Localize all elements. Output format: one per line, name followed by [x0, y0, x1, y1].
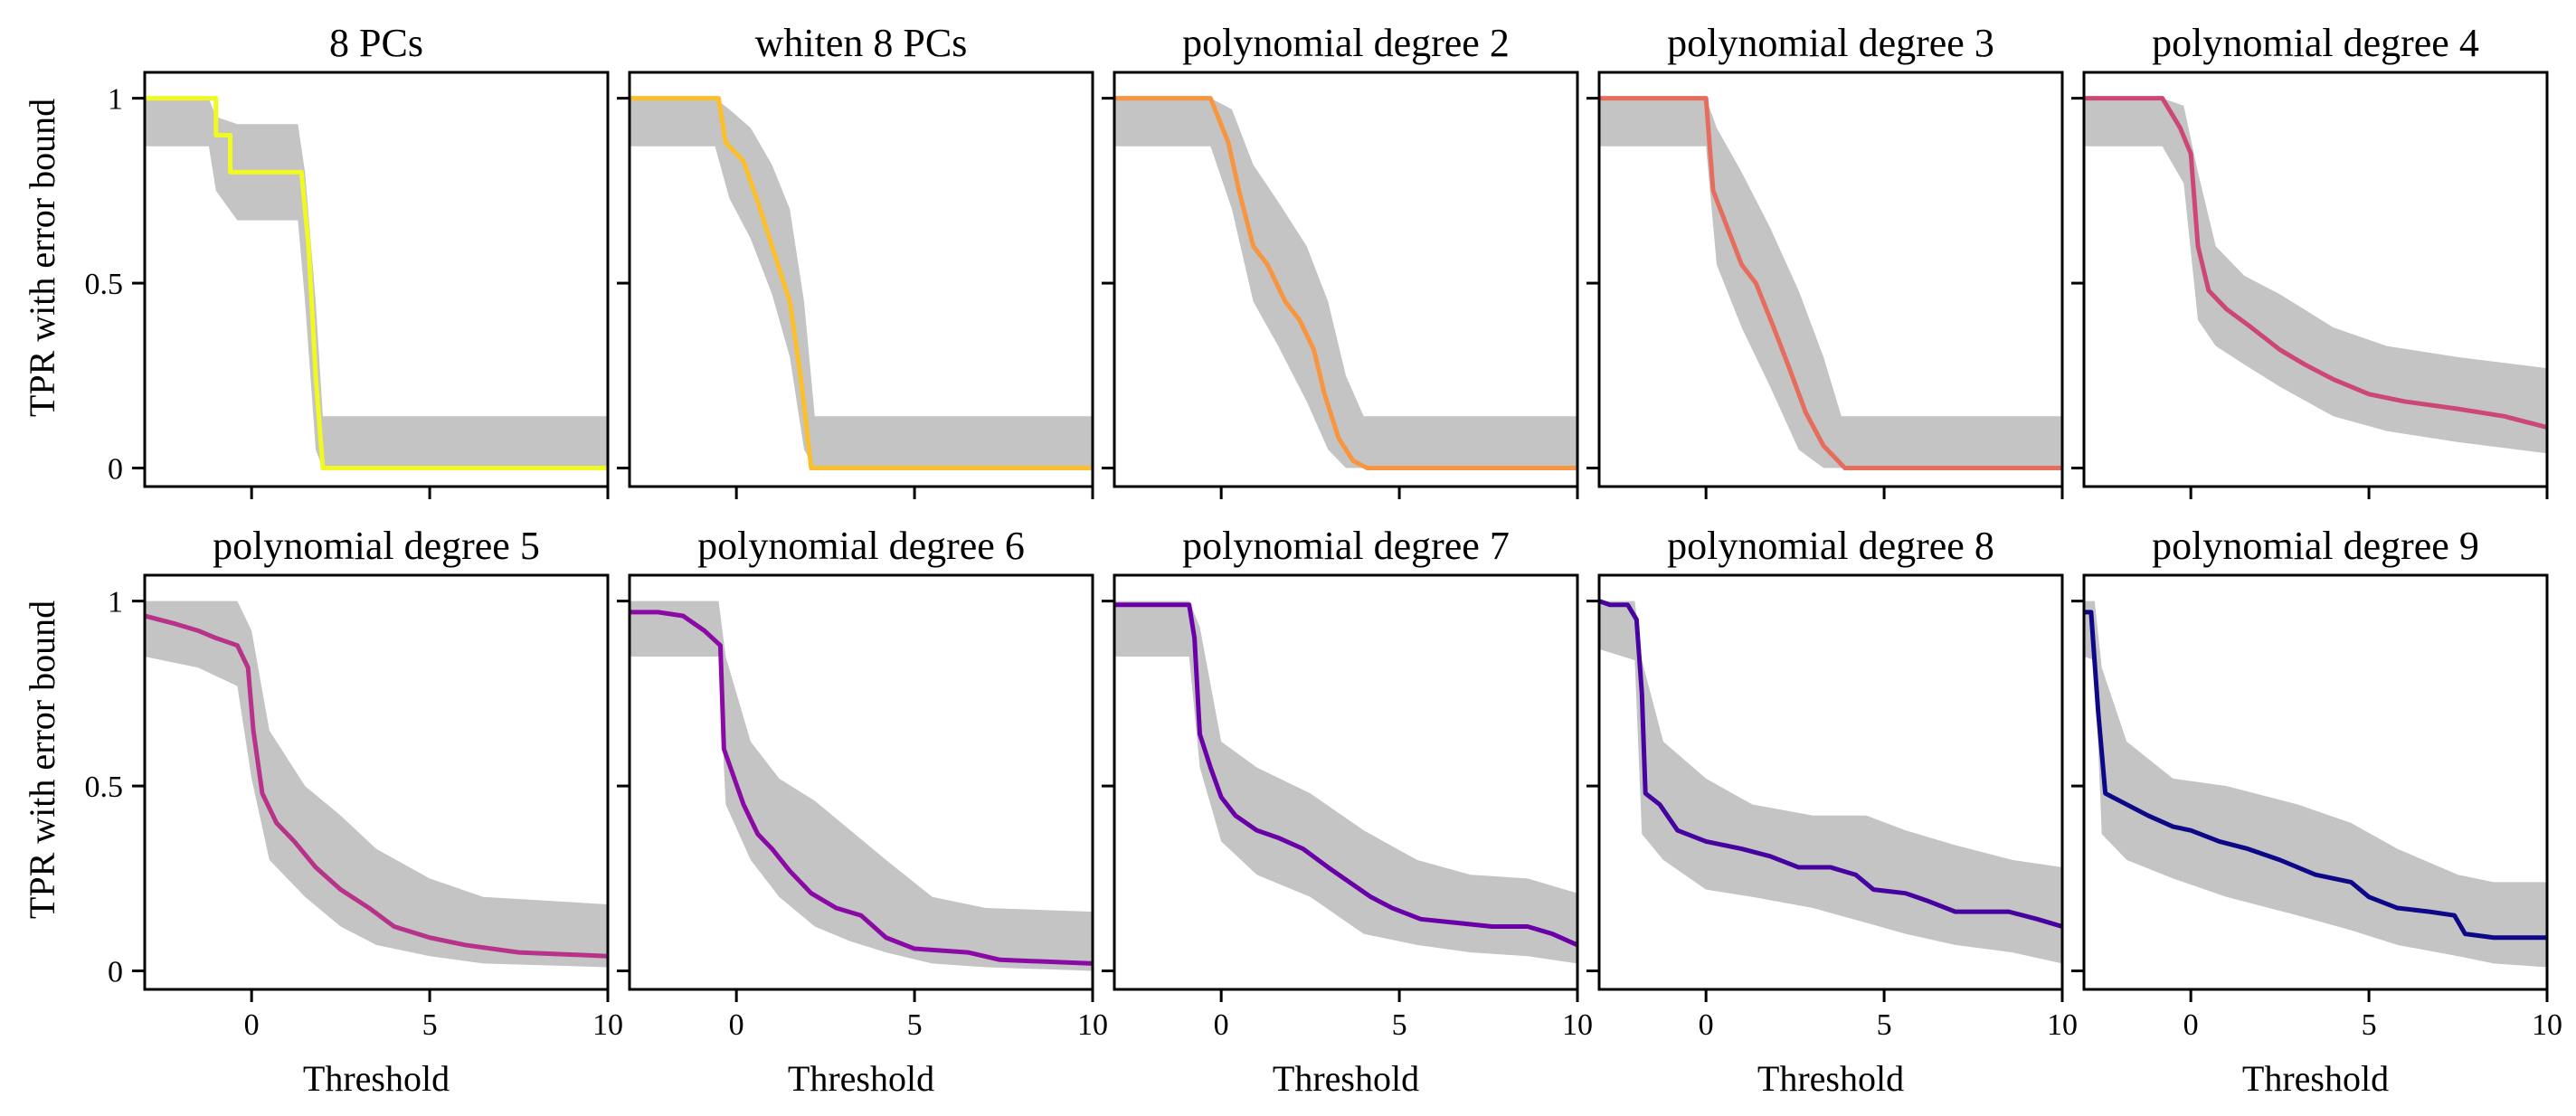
panel-title: polynomial degree 2 — [1182, 21, 1510, 65]
y-axis-label-row-1: TPR with error bound — [22, 99, 62, 417]
panel-8: polynomial degree 7 0 5 10 Threshold — [1102, 524, 1593, 1099]
panel-title: polynomial degree 8 — [1667, 524, 1994, 568]
panel-5: polynomial degree 4 — [2071, 21, 2549, 499]
x-tick-label: 5 — [2362, 1008, 2377, 1042]
panel-title: polynomial degree 7 — [1182, 524, 1510, 568]
x-axis-label: Threshold — [1757, 1058, 1904, 1099]
x-tick-label: 0 — [2183, 1008, 2199, 1042]
plot-frame — [1113, 71, 1579, 488]
tpr-line — [145, 96, 608, 471]
error-band — [1114, 601, 1577, 964]
tpr-line — [1114, 602, 1577, 948]
x-axis-label: Threshold — [788, 1058, 934, 1099]
y-axis-label-row-2: TPR with error bound — [22, 601, 62, 919]
x-tick-label: 5 — [907, 1008, 923, 1042]
y-tick-label: 0.5 — [85, 771, 124, 804]
x-axis-label: Threshold — [2242, 1058, 2389, 1099]
plot-frame — [2082, 573, 2549, 991]
error-band — [2084, 601, 2547, 968]
tpr-line — [630, 96, 1093, 471]
error-band — [630, 98, 1093, 468]
error-band — [1114, 98, 1577, 468]
tpr-line — [1599, 96, 2062, 471]
plot-frame — [143, 573, 610, 991]
plot-frame — [628, 573, 1094, 991]
x-axis-label: Threshold — [303, 1058, 450, 1099]
x-tick-label: 0 — [1699, 1008, 1714, 1042]
error-band — [145, 601, 608, 968]
panel-title: polynomial degree 4 — [2152, 21, 2479, 65]
plot-frame — [628, 71, 1094, 488]
x-tick-label: 5 — [1392, 1008, 1407, 1042]
tpr-line — [2084, 610, 2547, 941]
y-tick-label: 0 — [108, 956, 123, 989]
panel-7: polynomial degree 6 0 5 10 Threshold — [617, 524, 1108, 1099]
tpr-line — [1599, 599, 2062, 929]
x-tick-label: 10 — [1077, 1008, 1108, 1042]
tpr-line — [630, 610, 1093, 966]
panel-title: polynomial degree 3 — [1667, 21, 1994, 65]
panels: 8 PCs 0 0.5 1 whiten 8 PCs polynomial degree … — [85, 21, 2563, 1099]
x-tick-label: 10 — [1562, 1008, 1593, 1042]
error-band — [1599, 601, 2062, 964]
error-band — [1599, 98, 2062, 468]
tpr-line — [1114, 96, 1577, 471]
plot-frame — [1113, 573, 1579, 991]
y-tick-label: 1 — [108, 586, 123, 619]
x-tick-label: 0 — [1214, 1008, 1229, 1042]
plot-frame — [1597, 71, 2064, 488]
x-tick-label: 5 — [1877, 1008, 1892, 1042]
panel-title: polynomial degree 9 — [2152, 524, 2479, 568]
x-tick-label: 10 — [2047, 1008, 2078, 1042]
panel-title: whiten 8 PCs — [755, 21, 968, 65]
error-band — [2084, 98, 2547, 454]
panel-9: polynomial degree 8 0 5 10 Threshold — [1586, 524, 2078, 1099]
x-tick-label: 0 — [729, 1008, 744, 1042]
x-tick-label: 5 — [422, 1008, 438, 1042]
plot-frame — [143, 71, 610, 488]
error-band — [630, 601, 1093, 971]
x-tick-label: 10 — [592, 1008, 623, 1042]
x-axis-label: Threshold — [1273, 1058, 1419, 1099]
panel-1: 8 PCs 0 0.5 1 — [85, 21, 610, 499]
tpr-line — [2084, 96, 2547, 430]
panel-title: polynomial degree 5 — [213, 524, 540, 568]
panel-title: polynomial degree 6 — [697, 524, 1025, 568]
y-tick-label: 0 — [108, 453, 123, 487]
x-tick-label: 0 — [244, 1008, 260, 1042]
panel-title: 8 PCs — [329, 21, 423, 65]
x-tick-label: 10 — [2532, 1008, 2562, 1042]
panel-3: polynomial degree 2 — [1102, 21, 1579, 499]
plot-frame — [2082, 71, 2549, 488]
panel-4: polynomial degree 3 — [1586, 21, 2064, 499]
tpr-line — [145, 613, 608, 959]
error-band — [145, 98, 608, 468]
y-tick-label: 0.5 — [85, 268, 124, 301]
plot-frame — [1597, 573, 2064, 991]
y-tick-label: 1 — [108, 83, 123, 117]
panel-10: polynomial degree 9 0 5 10 Threshold — [2071, 524, 2562, 1099]
panel-2: whiten 8 PCs — [617, 21, 1094, 499]
